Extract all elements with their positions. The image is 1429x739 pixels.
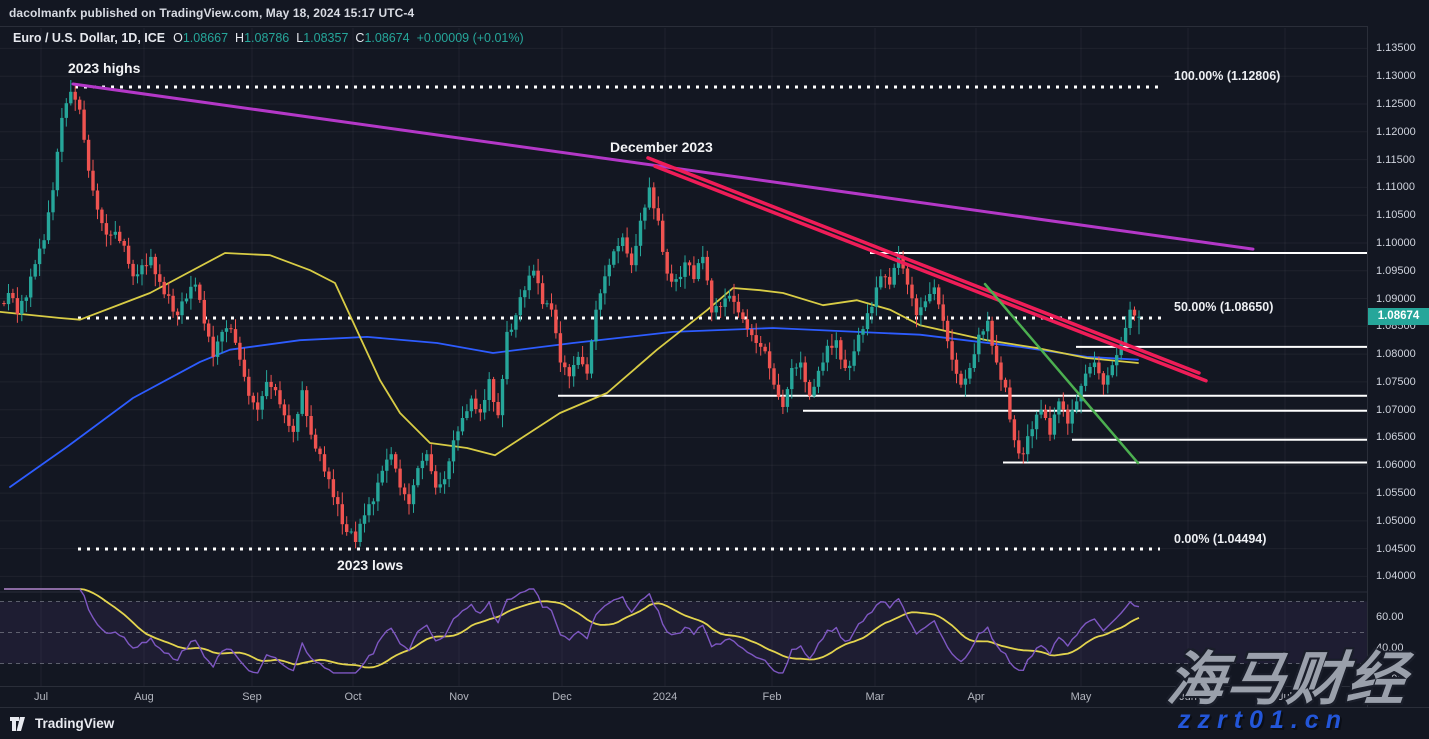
publish-bar: dacolmanfx published on TradingView.com,…	[0, 0, 1429, 27]
price-tick-1.07500: 1.07500	[1376, 375, 1416, 388]
time-axis[interactable]: Jul Aug Sep Oct Nov Dec 2024 Feb Mar Apr May Jun Jul	[0, 686, 1367, 708]
time-tick-Nov-4[interactable]: Nov	[449, 691, 469, 703]
price-axis[interactable]: 1.13500 1.13000 1.12500 1.12000 1.11500 1.110…	[1367, 26, 1429, 707]
price-tick-1.13000: 1.13000	[1376, 70, 1416, 83]
price-tick-1.04500: 1.04500	[1376, 542, 1416, 555]
price-tick-1.09500: 1.09500	[1376, 264, 1416, 277]
time-tick-2024-6[interactable]: 2024	[652, 691, 678, 703]
tradingview-logo-icon	[10, 716, 25, 731]
watermark-cjk-text: 海马财经	[1164, 647, 1411, 712]
fib-50-label[interactable]: 50.00% (1.08650)	[1174, 300, 1274, 314]
time-tick-Feb-7[interactable]: Feb	[762, 691, 782, 703]
price-tick-1.12500: 1.12500	[1376, 98, 1416, 110]
price-tick-1.06500: 1.06500	[1376, 431, 1416, 444]
time-tick-Jul-12[interactable]: Jul	[1277, 691, 1293, 703]
price-tick-1.11000: 1.11000	[1376, 181, 1415, 194]
time-tick-Sep-2[interactable]: Sep	[242, 691, 262, 703]
annotation-2023-highs: 2023 highs	[68, 60, 141, 76]
price-tick-1.08000: 1.08000	[1376, 348, 1416, 361]
ohlc-l: L1.08357	[296, 31, 349, 45]
ohlc-o: O1.08667	[173, 31, 229, 45]
price-tick-1.04000: 1.04000	[1376, 570, 1416, 583]
publish-text: dacolmanfx published on TradingView.com,…	[9, 6, 415, 20]
price-tick-1.05500: 1.05500	[1376, 487, 1416, 500]
time-tick-Oct-3[interactable]: Oct	[344, 691, 362, 703]
price-tick-1.05000: 1.05000	[1376, 514, 1416, 527]
annotation-2023-lows: 2023 lows	[337, 557, 404, 573]
time-tick-Apr-9[interactable]: Apr	[967, 691, 985, 703]
time-tick-Mar-8[interactable]: Mar	[865, 691, 885, 703]
bottom-bar: TradingView	[0, 707, 1429, 739]
symbol-legend[interactable]: Euro / U.S. Dollar, 1D, ICE O1.08667 H1.08…	[13, 31, 524, 45]
price-tick-1.10500: 1.10500	[1376, 209, 1416, 222]
annotation-december-2023: December 2023	[610, 139, 713, 155]
price-tick-1.11500: 1.11500	[1376, 153, 1415, 166]
change-value: +0.00009 (+0.01%)	[416, 31, 524, 45]
ohlc-h: H1.08786	[235, 31, 290, 45]
time-tick-Aug-1[interactable]: Aug	[134, 691, 154, 703]
price-tick-1.12000: 1.12000	[1376, 125, 1416, 138]
time-tick-May-10[interactable]: May	[1070, 691, 1092, 703]
time-tick-Jun-11[interactable]: Jun	[1179, 691, 1197, 703]
rsi-tick-40.00: 40.00	[1376, 642, 1404, 655]
tradingview-brand-label: TradingView	[35, 716, 115, 731]
time-tick-Dec-5[interactable]: Dec	[552, 691, 572, 703]
symbol-name[interactable]: Euro / U.S. Dollar, 1D, ICE	[13, 31, 166, 45]
rsi-tick-60.00: 60.00	[1376, 610, 1404, 623]
last-price-badge: 1.08674	[1368, 308, 1429, 325]
watermark-url-text: zzrt01.cn	[1178, 706, 1348, 734]
price-tick-1.10000: 1.10000	[1376, 236, 1416, 249]
rsi-tick-20.00: 20.00	[1376, 673, 1404, 686]
ohlc-c: C1.08674	[355, 31, 410, 45]
price-tick-1.07000: 1.07000	[1376, 403, 1416, 416]
fib-100-label[interactable]: 100.00% (1.12806)	[1174, 69, 1281, 83]
fib-0-label[interactable]: 0.00% (1.04494)	[1174, 532, 1267, 546]
price-tick-1.09000: 1.09000	[1376, 292, 1416, 305]
tradingview-brand[interactable]: TradingView	[10, 716, 114, 731]
time-tick-Jul-0[interactable]: Jul	[33, 691, 49, 703]
price-tick-1.06000: 1.06000	[1376, 459, 1416, 472]
price-tick-1.13500: 1.13500	[1376, 42, 1416, 55]
ohlc-values: O1.08667 H1.08786 L1.08357 C1.08674	[173, 31, 417, 45]
